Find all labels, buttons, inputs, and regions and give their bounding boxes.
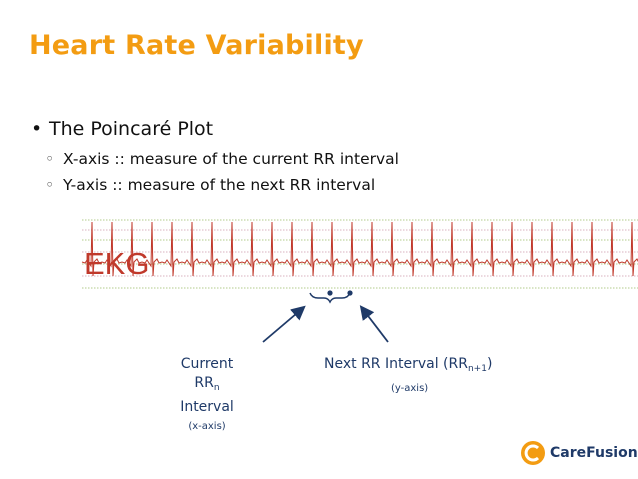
rr-brace: [309, 292, 351, 304]
arrow-current: [262, 305, 306, 343]
bullet-list: • The Poincaré Plot ◦ X-axis :: measure of…: [31, 118, 399, 202]
slide-title: Heart Rate Variability: [29, 30, 364, 61]
label-next-rr: Next RR Interval (RRn+1) (y-axis): [324, 356, 493, 394]
subbullet-text: Y-axis :: measure of the next RR interva…: [63, 176, 376, 194]
ekg-strip: EKG: [81, 219, 638, 304]
r-peak-dot: [327, 290, 333, 296]
arrow-next: [359, 305, 389, 343]
ekg-grid: [82, 219, 638, 289]
bullet-poincare: • The Poincaré Plot: [31, 118, 214, 140]
ekg-trace: [81, 221, 638, 277]
r-peak-dot: [347, 290, 353, 296]
rr-interval-braces: [309, 292, 351, 304]
ekg-label: EKG: [84, 246, 149, 281]
label-current-rr: Current RRn Interval (x-axis): [180, 356, 234, 432]
subbullet-x-axis: ◦ X-axis :: measure of the current RR int…: [45, 150, 399, 168]
logo-text: CareFusion: [550, 445, 638, 461]
subbullet-text: X-axis :: measure of the current RR inte…: [63, 150, 399, 168]
carefusion-logo: CareFusion: [520, 440, 638, 466]
subbullet-y-axis: ◦ Y-axis :: measure of the next RR interv…: [45, 176, 376, 194]
carefusion-logo-icon: [521, 441, 545, 465]
bullet-text: The Poincaré Plot: [49, 118, 214, 140]
ekg-waveform: [81, 221, 638, 277]
